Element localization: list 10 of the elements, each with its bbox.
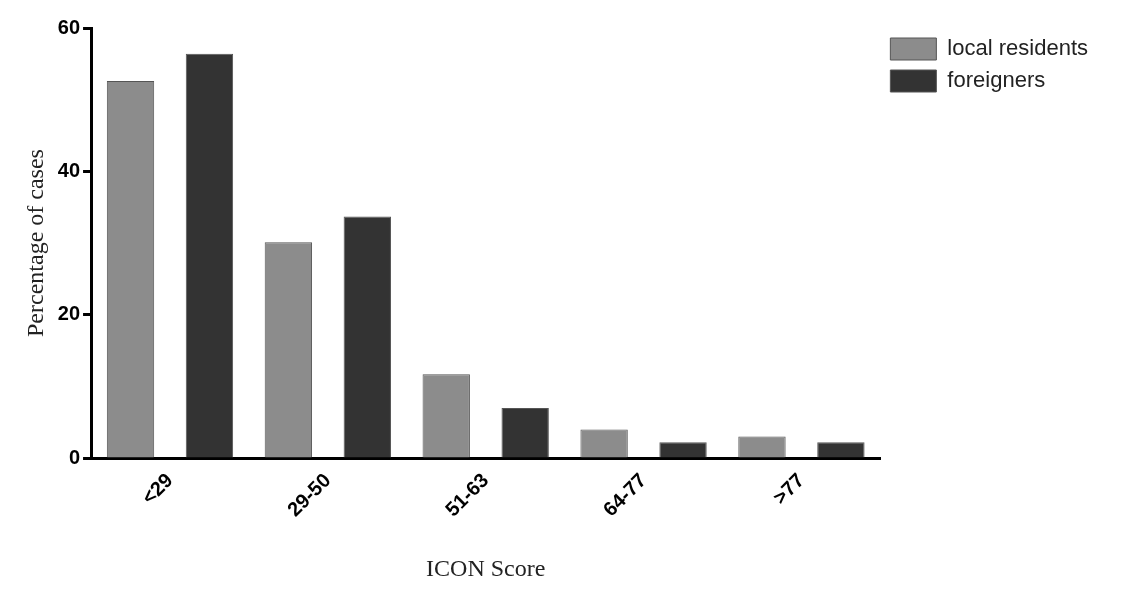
y-tick-label: 60 bbox=[57, 15, 81, 38]
y-tick-label: 0 bbox=[68, 445, 81, 468]
y-axis-title: Percentage of cases bbox=[21, 149, 48, 337]
y-tick-label: 20 bbox=[57, 302, 81, 325]
x-tick-label: <29 bbox=[137, 468, 177, 509]
legend-label: foreigners bbox=[947, 67, 1046, 93]
x-tick-label: >77 bbox=[768, 468, 809, 509]
y-tick-label: 40 bbox=[57, 158, 81, 181]
legend-label: local residents bbox=[947, 35, 1089, 61]
x-axis-title: ICON Score bbox=[426, 554, 546, 581]
